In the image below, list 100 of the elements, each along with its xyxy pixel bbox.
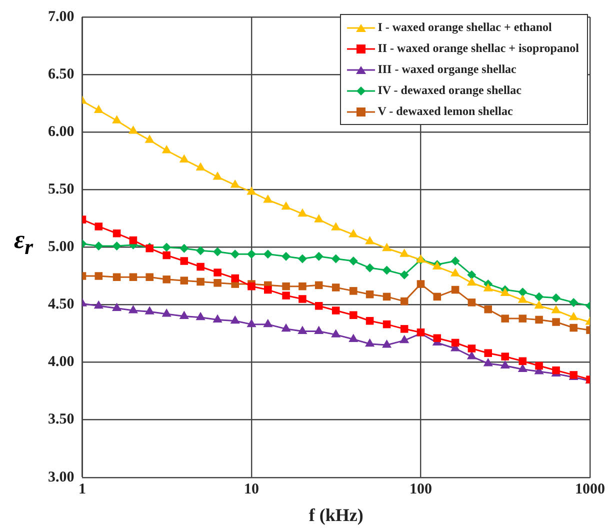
point	[366, 290, 374, 298]
point	[146, 273, 154, 282]
point	[348, 229, 358, 238]
point	[365, 263, 374, 272]
point	[247, 250, 256, 259]
point	[331, 254, 340, 264]
point	[231, 274, 239, 282]
point	[196, 278, 204, 286]
point	[332, 306, 340, 314]
point	[246, 186, 256, 195]
point	[112, 230, 121, 238]
y-tick-label: 6.50	[48, 66, 74, 82]
point	[382, 320, 391, 328]
point	[282, 292, 290, 300]
point	[281, 201, 291, 210]
y-tick-label: 4.50	[48, 296, 74, 313]
point	[534, 292, 544, 302]
y-tick-label: 5.00	[48, 239, 74, 256]
y-axis-title: ε$_{r}$	[14, 225, 34, 260]
point	[94, 222, 103, 230]
point	[552, 366, 560, 374]
point	[350, 287, 358, 295]
point	[551, 305, 561, 314]
point	[518, 357, 527, 366]
point	[400, 334, 410, 344]
point	[484, 349, 492, 357]
point	[314, 252, 324, 261]
point	[483, 358, 493, 366]
point	[162, 276, 170, 284]
point	[213, 247, 222, 256]
point	[314, 214, 324, 222]
point	[332, 284, 340, 292]
point	[180, 276, 188, 284]
legend-label: III - waxed organge shellac	[378, 62, 516, 77]
point	[179, 310, 189, 320]
y-tick-label: 3.00	[48, 469, 74, 486]
legend-label: II - waxed orange shellac + isopropanol	[378, 41, 579, 56]
point	[348, 334, 358, 342]
legend-label: V - dewaxed lemon shellac	[378, 104, 513, 119]
point	[518, 364, 528, 372]
point	[484, 305, 492, 314]
point	[112, 302, 122, 311]
point	[433, 334, 442, 342]
point	[365, 236, 375, 244]
point	[331, 222, 341, 230]
point	[264, 286, 272, 294]
point	[298, 326, 308, 334]
point	[230, 180, 240, 188]
point	[535, 362, 543, 370]
point	[314, 326, 324, 334]
point	[468, 298, 476, 306]
point	[366, 316, 374, 325]
point	[230, 315, 240, 324]
point	[569, 298, 578, 307]
point	[534, 300, 544, 309]
y-tick-label: 3.50	[48, 412, 74, 428]
point	[433, 292, 442, 301]
point	[552, 293, 561, 302]
point	[246, 318, 256, 328]
point	[128, 125, 138, 134]
point	[400, 248, 410, 257]
x-axis-title: f (kHz)	[308, 504, 364, 525]
point	[282, 282, 290, 290]
point	[416, 280, 425, 288]
point	[162, 308, 172, 317]
point	[112, 242, 122, 251]
legend-label: I - waxed orange shellac + ethanol	[378, 20, 552, 35]
point	[94, 104, 104, 113]
y-tick-label: 5.50	[48, 182, 74, 198]
point	[212, 171, 222, 180]
point	[331, 329, 341, 338]
point	[196, 262, 204, 271]
point	[568, 312, 578, 320]
point	[128, 305, 138, 314]
point	[483, 283, 493, 292]
point	[451, 338, 460, 347]
point	[129, 236, 138, 244]
point	[180, 244, 189, 253]
point	[400, 297, 408, 306]
point	[214, 268, 222, 276]
point	[382, 242, 392, 252]
point	[179, 154, 189, 162]
point	[570, 324, 578, 332]
point	[263, 194, 273, 203]
point	[112, 273, 121, 282]
point	[298, 208, 308, 217]
point	[382, 340, 392, 348]
point	[400, 270, 409, 280]
point	[263, 250, 272, 259]
point	[212, 314, 222, 322]
point	[298, 282, 306, 290]
point	[382, 292, 391, 301]
point	[180, 257, 188, 265]
point	[94, 242, 104, 251]
point	[365, 338, 375, 347]
y-tick-label: 4.00	[48, 354, 74, 370]
point	[196, 162, 206, 171]
y-tick-label: 6.00	[48, 124, 74, 140]
point	[450, 256, 460, 266]
point	[468, 344, 476, 352]
